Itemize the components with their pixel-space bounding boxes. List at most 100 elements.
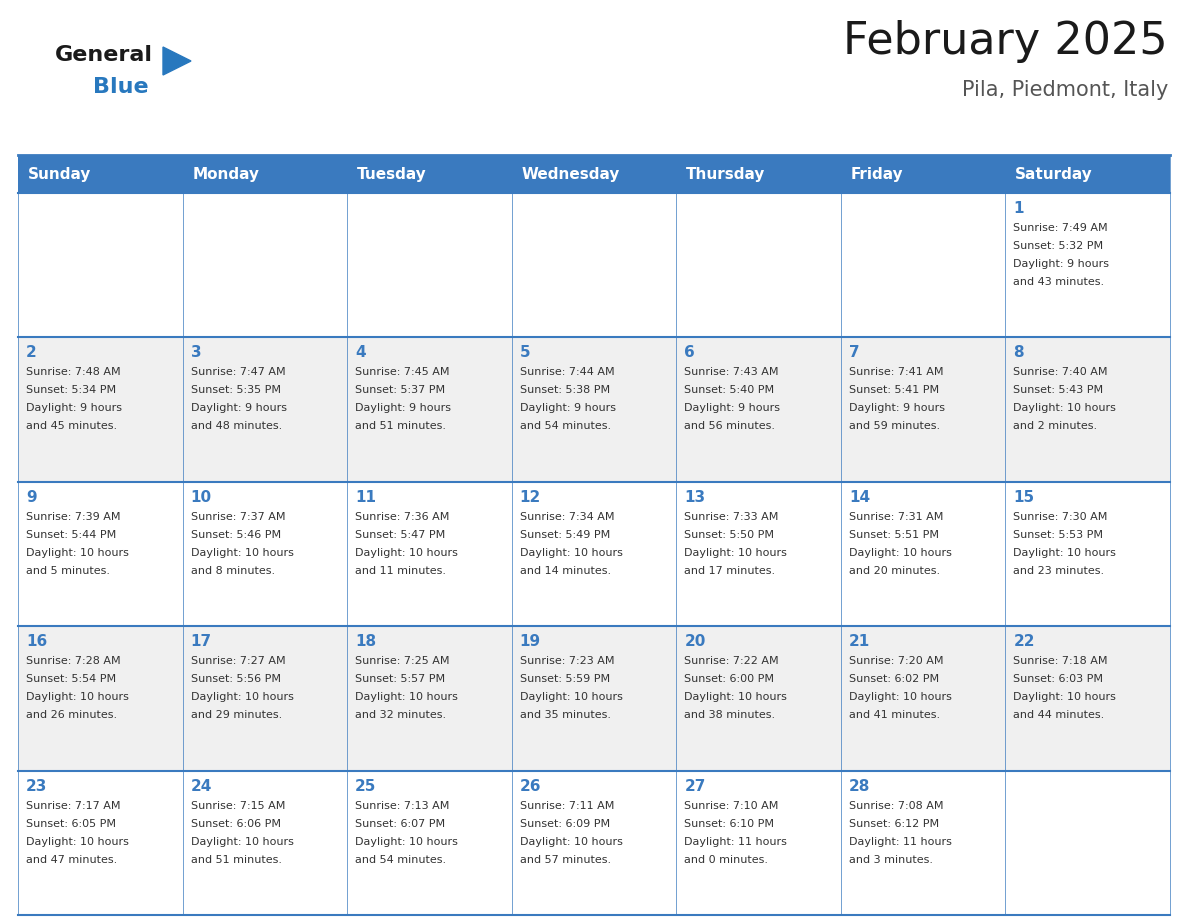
- Text: Sunset: 5:59 PM: Sunset: 5:59 PM: [519, 674, 609, 684]
- Text: Daylight: 10 hours: Daylight: 10 hours: [849, 692, 952, 702]
- Text: Daylight: 10 hours: Daylight: 10 hours: [1013, 692, 1117, 702]
- Text: and 11 minutes.: and 11 minutes.: [355, 565, 447, 576]
- Text: Sunset: 5:47 PM: Sunset: 5:47 PM: [355, 530, 446, 540]
- Text: Sunset: 6:06 PM: Sunset: 6:06 PM: [190, 819, 280, 829]
- Text: and 8 minutes.: and 8 minutes.: [190, 565, 274, 576]
- Text: Sunset: 6:12 PM: Sunset: 6:12 PM: [849, 819, 939, 829]
- Text: 13: 13: [684, 490, 706, 505]
- Text: and 41 minutes.: and 41 minutes.: [849, 711, 940, 721]
- Text: Sunrise: 7:31 AM: Sunrise: 7:31 AM: [849, 512, 943, 521]
- Text: Sunset: 5:57 PM: Sunset: 5:57 PM: [355, 674, 446, 684]
- Text: and 51 minutes.: and 51 minutes.: [355, 421, 447, 431]
- Text: Sunrise: 7:48 AM: Sunrise: 7:48 AM: [26, 367, 121, 377]
- Bar: [18, 626, 1170, 770]
- Text: 16: 16: [26, 634, 48, 649]
- Text: Sunrise: 7:27 AM: Sunrise: 7:27 AM: [190, 656, 285, 666]
- Text: Sunrise: 7:22 AM: Sunrise: 7:22 AM: [684, 656, 779, 666]
- Text: Daylight: 10 hours: Daylight: 10 hours: [26, 836, 128, 846]
- Text: Sunrise: 7:10 AM: Sunrise: 7:10 AM: [684, 800, 778, 811]
- Text: Daylight: 10 hours: Daylight: 10 hours: [190, 548, 293, 558]
- Text: 17: 17: [190, 634, 211, 649]
- Text: Sunset: 5:38 PM: Sunset: 5:38 PM: [519, 386, 609, 396]
- Text: and 29 minutes.: and 29 minutes.: [190, 711, 282, 721]
- Text: and 2 minutes.: and 2 minutes.: [1013, 421, 1098, 431]
- Bar: [1005, 155, 1170, 193]
- Bar: [676, 155, 841, 193]
- Text: 10: 10: [190, 490, 211, 505]
- Text: 15: 15: [1013, 490, 1035, 505]
- Text: Sunset: 5:53 PM: Sunset: 5:53 PM: [1013, 530, 1104, 540]
- Bar: [347, 155, 512, 193]
- Text: and 57 minutes.: and 57 minutes.: [519, 855, 611, 865]
- Text: and 45 minutes.: and 45 minutes.: [26, 421, 118, 431]
- Text: Sunday: Sunday: [27, 166, 91, 182]
- Text: Sunrise: 7:25 AM: Sunrise: 7:25 AM: [355, 656, 449, 666]
- Text: 23: 23: [26, 778, 48, 793]
- Text: 19: 19: [519, 634, 541, 649]
- Text: General: General: [55, 45, 153, 65]
- Text: Wednesday: Wednesday: [522, 166, 620, 182]
- Bar: [183, 155, 347, 193]
- Text: Daylight: 10 hours: Daylight: 10 hours: [684, 548, 788, 558]
- Text: 27: 27: [684, 778, 706, 793]
- Text: Daylight: 10 hours: Daylight: 10 hours: [355, 836, 459, 846]
- Text: Daylight: 9 hours: Daylight: 9 hours: [849, 403, 944, 413]
- Text: Sunset: 5:44 PM: Sunset: 5:44 PM: [26, 530, 116, 540]
- Text: Daylight: 10 hours: Daylight: 10 hours: [355, 692, 459, 702]
- Text: Sunrise: 7:17 AM: Sunrise: 7:17 AM: [26, 800, 120, 811]
- Text: Daylight: 11 hours: Daylight: 11 hours: [684, 836, 788, 846]
- Text: Daylight: 9 hours: Daylight: 9 hours: [1013, 259, 1110, 269]
- Text: Daylight: 10 hours: Daylight: 10 hours: [26, 692, 128, 702]
- Text: Sunrise: 7:08 AM: Sunrise: 7:08 AM: [849, 800, 943, 811]
- Text: 24: 24: [190, 778, 211, 793]
- Text: Daylight: 10 hours: Daylight: 10 hours: [849, 548, 952, 558]
- Text: Daylight: 9 hours: Daylight: 9 hours: [355, 403, 451, 413]
- Text: 22: 22: [1013, 634, 1035, 649]
- Text: 12: 12: [519, 490, 541, 505]
- Text: Sunrise: 7:40 AM: Sunrise: 7:40 AM: [1013, 367, 1108, 377]
- Text: Sunrise: 7:15 AM: Sunrise: 7:15 AM: [190, 800, 285, 811]
- Text: 21: 21: [849, 634, 870, 649]
- Text: and 23 minutes.: and 23 minutes.: [1013, 565, 1105, 576]
- Bar: [18, 155, 183, 193]
- Bar: [18, 338, 1170, 482]
- Text: and 54 minutes.: and 54 minutes.: [519, 421, 611, 431]
- Text: Daylight: 10 hours: Daylight: 10 hours: [519, 548, 623, 558]
- Text: 4: 4: [355, 345, 366, 361]
- Text: Sunset: 5:32 PM: Sunset: 5:32 PM: [1013, 241, 1104, 251]
- Text: and 54 minutes.: and 54 minutes.: [355, 855, 447, 865]
- Text: February 2025: February 2025: [843, 20, 1168, 63]
- Text: Daylight: 9 hours: Daylight: 9 hours: [190, 403, 286, 413]
- Text: Sunset: 6:00 PM: Sunset: 6:00 PM: [684, 674, 775, 684]
- Text: Sunset: 5:43 PM: Sunset: 5:43 PM: [1013, 386, 1104, 396]
- Text: Sunset: 5:54 PM: Sunset: 5:54 PM: [26, 674, 116, 684]
- Text: 14: 14: [849, 490, 870, 505]
- Text: Sunset: 6:03 PM: Sunset: 6:03 PM: [1013, 674, 1104, 684]
- Text: 5: 5: [519, 345, 530, 361]
- Text: 26: 26: [519, 778, 542, 793]
- Text: 20: 20: [684, 634, 706, 649]
- Text: Daylight: 10 hours: Daylight: 10 hours: [190, 692, 293, 702]
- Text: Daylight: 11 hours: Daylight: 11 hours: [849, 836, 952, 846]
- Text: Sunset: 5:41 PM: Sunset: 5:41 PM: [849, 386, 939, 396]
- Text: 1: 1: [1013, 201, 1024, 216]
- Text: Thursday: Thursday: [687, 166, 765, 182]
- Text: Sunset: 5:46 PM: Sunset: 5:46 PM: [190, 530, 280, 540]
- Text: Pila, Piedmont, Italy: Pila, Piedmont, Italy: [961, 80, 1168, 100]
- Text: 8: 8: [1013, 345, 1024, 361]
- Text: and 35 minutes.: and 35 minutes.: [519, 711, 611, 721]
- Text: and 14 minutes.: and 14 minutes.: [519, 565, 611, 576]
- Bar: [841, 155, 1005, 193]
- Text: Sunrise: 7:33 AM: Sunrise: 7:33 AM: [684, 512, 778, 521]
- Text: Sunrise: 7:20 AM: Sunrise: 7:20 AM: [849, 656, 943, 666]
- Text: and 43 minutes.: and 43 minutes.: [1013, 277, 1105, 287]
- Text: and 47 minutes.: and 47 minutes.: [26, 855, 118, 865]
- Text: Daylight: 9 hours: Daylight: 9 hours: [684, 403, 781, 413]
- Text: Monday: Monday: [192, 166, 259, 182]
- Text: Sunrise: 7:28 AM: Sunrise: 7:28 AM: [26, 656, 121, 666]
- Text: Sunset: 5:35 PM: Sunset: 5:35 PM: [190, 386, 280, 396]
- Text: 18: 18: [355, 634, 377, 649]
- Text: Sunrise: 7:36 AM: Sunrise: 7:36 AM: [355, 512, 449, 521]
- Text: and 3 minutes.: and 3 minutes.: [849, 855, 933, 865]
- Text: and 0 minutes.: and 0 minutes.: [684, 855, 769, 865]
